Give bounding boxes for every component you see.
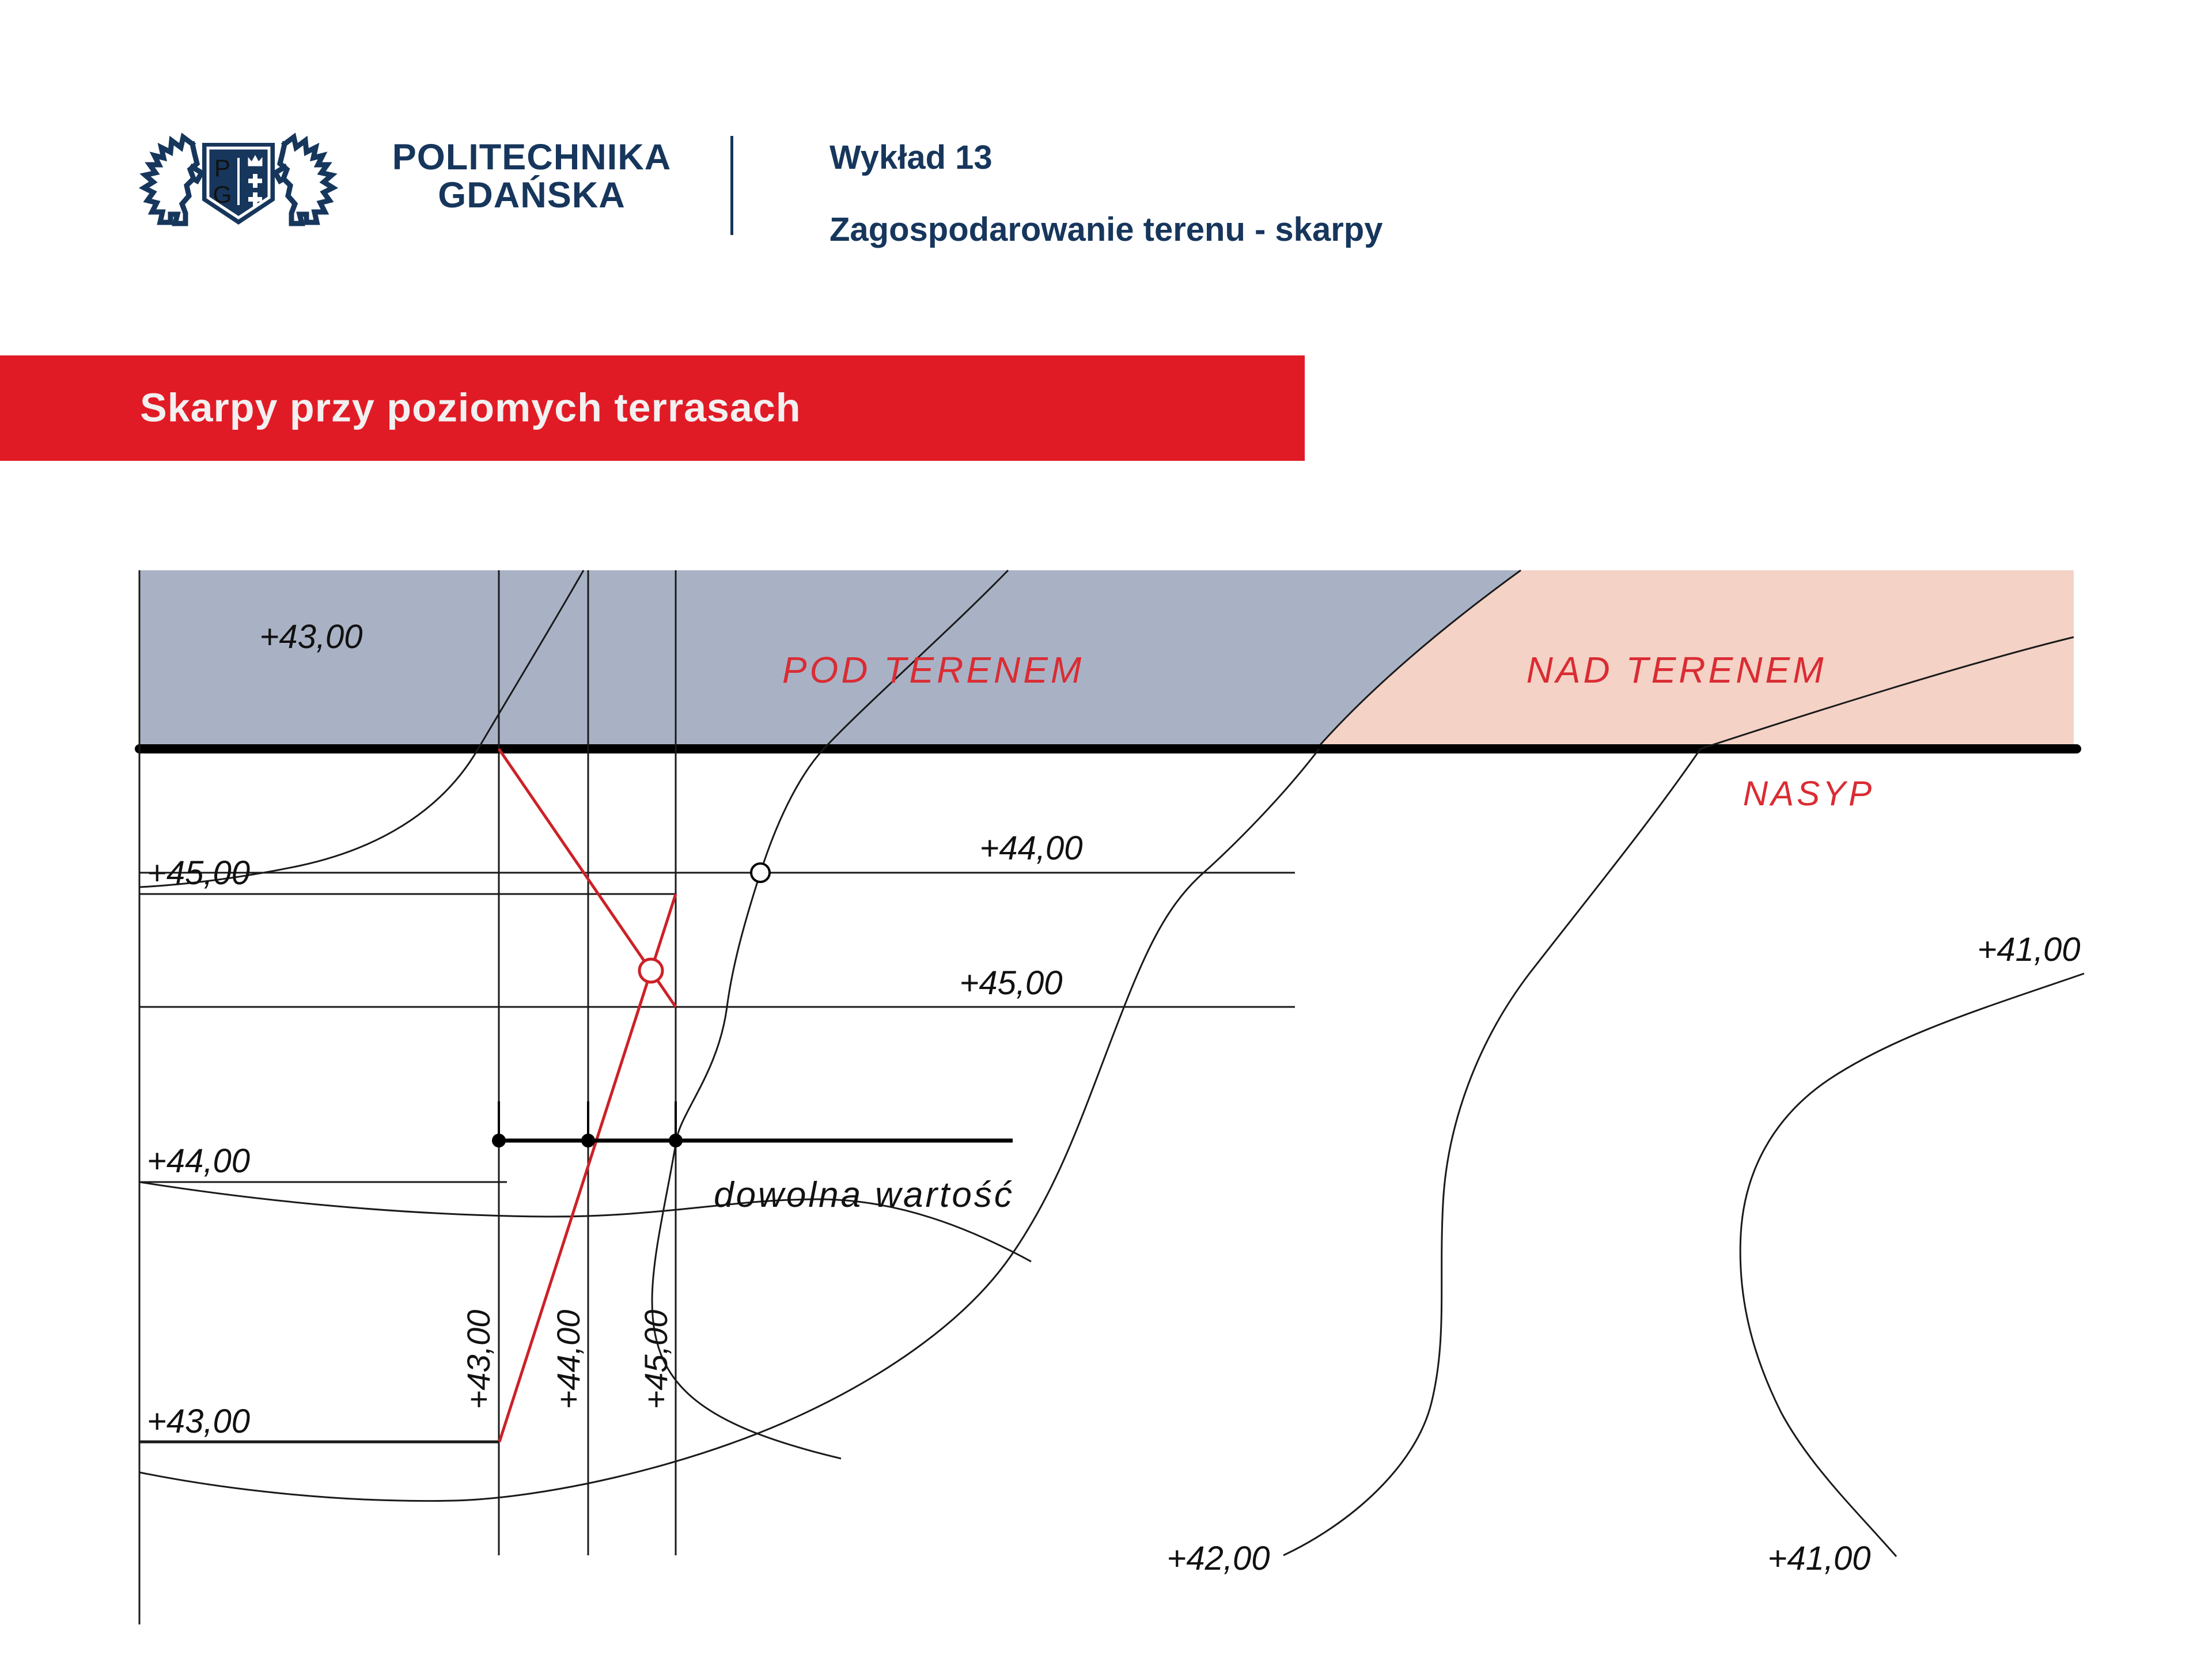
lecture-header: Wykład 13 Zagospodarowanie terenu - skar… [830, 138, 1382, 249]
contour-curve-main [651, 569, 1009, 1460]
slide-title-banner: Skarpy przy poziomych terrasach [0, 355, 1305, 461]
lecture-subject: Zagospodarowanie terenu - skarpy [830, 211, 1383, 248]
dimension-line-group [492, 1101, 1013, 1147]
label-mid-44: +44,00 [979, 830, 1082, 867]
lion-left-icon [138, 132, 206, 226]
contour-curve-left [139, 570, 585, 888]
label-dowolna-wartosc: dowolna wartość [714, 1175, 1014, 1215]
contour-curve-shallow [139, 1181, 1032, 1263]
label-nad-terenem: NAD TERENEM [1527, 649, 1827, 691]
label-left-45: +45,00 [147, 854, 250, 892]
label-rot-43: +43,00 [460, 1310, 497, 1410]
shield-letter-p: P [214, 154, 230, 181]
label-rot-44: +44,00 [550, 1310, 586, 1410]
terrain-plan-drawing: POD TERENEM NAD TERENEM NASYP +43,00 +45… [135, 569, 2085, 1624]
slope-line-red-lower [498, 893, 677, 1442]
label-bottom-42: +42,00 [1166, 1540, 1270, 1577]
contour-curve-nasyp [139, 748, 1320, 1502]
slide-title: Skarpy przy poziomych terrasach [140, 384, 801, 430]
shield-letter-g: G [213, 181, 232, 208]
label-nasyp: NASYP [1743, 774, 1874, 813]
zone-fill-pink [1319, 570, 2074, 746]
label-right-41-top: +41,00 [1977, 931, 2080, 968]
university-name-line2: GDAŃSKA [438, 175, 626, 215]
lecture-number: Wykład 13 [830, 139, 993, 176]
label-rot-45: +45,00 [638, 1310, 674, 1410]
shield-icon: P G [202, 143, 275, 225]
contour-intersection-marker [750, 862, 771, 883]
label-mid-45: +45,00 [959, 964, 1062, 1002]
university-name: POLITECHNIKA GDAŃSKA [369, 138, 695, 214]
cross-icons [248, 174, 262, 206]
label-left-44: +44,00 [147, 1142, 250, 1180]
crown-icon [248, 154, 263, 166]
header-divider [730, 136, 733, 235]
label-left-43: +43,00 [147, 1403, 250, 1440]
label-right-41-bottom: +41,00 [1767, 1540, 1870, 1577]
lion-right-icon [271, 132, 339, 226]
contour-curve-right-small [1739, 972, 2085, 1557]
pg-logo-icon: P G [138, 132, 339, 226]
contour-curve-right-big [1283, 636, 2074, 1556]
label-pod-terenem: POD TERENEM [782, 649, 1084, 691]
slope-intersection-marker [638, 957, 664, 984]
label-plateau-43: +43,00 [259, 618, 362, 656]
zone-cut-blue [139, 570, 1521, 746]
university-name-line1: POLITECHNIKA [392, 137, 672, 177]
zone-boundary-contour [1318, 569, 1521, 747]
